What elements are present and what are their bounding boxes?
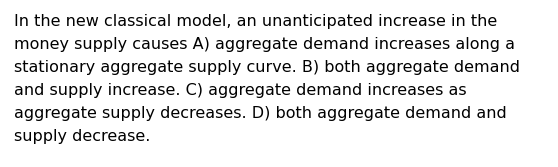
- Text: In the new classical model, an unanticipated increase in the: In the new classical model, an unanticip…: [14, 14, 497, 29]
- Text: aggregate supply decreases. D) both aggregate demand and: aggregate supply decreases. D) both aggr…: [14, 106, 507, 121]
- Text: money supply causes A) aggregate demand increases along a: money supply causes A) aggregate demand …: [14, 37, 515, 52]
- Text: stationary aggregate supply curve. B) both aggregate demand: stationary aggregate supply curve. B) bo…: [14, 60, 520, 75]
- Text: supply decrease.: supply decrease.: [14, 129, 150, 144]
- Text: and supply increase. C) aggregate demand increases as: and supply increase. C) aggregate demand…: [14, 83, 466, 98]
